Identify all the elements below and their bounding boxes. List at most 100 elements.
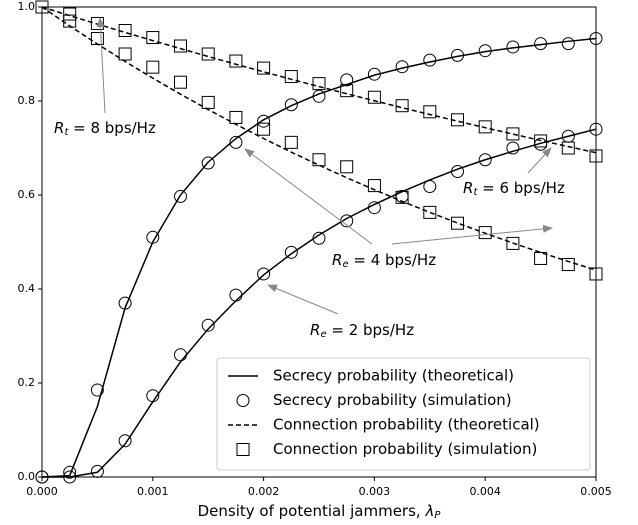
sim-point bbox=[146, 31, 160, 45]
annotation-text: = 2 bps/Hz bbox=[327, 321, 415, 339]
sim-point bbox=[340, 160, 354, 174]
sim-point bbox=[90, 31, 104, 45]
sim-point bbox=[340, 73, 354, 87]
x-tick-label: 0.000 bbox=[26, 485, 58, 498]
sim-point bbox=[506, 236, 520, 250]
sim-point bbox=[478, 44, 492, 58]
x-tick-label: 0.003 bbox=[359, 485, 391, 498]
legend-label: Secrecy probability (theoretical) bbox=[273, 367, 514, 385]
sim-point bbox=[395, 99, 409, 113]
sim-point bbox=[478, 226, 492, 240]
sim-point bbox=[312, 89, 326, 103]
sim-point bbox=[63, 465, 77, 479]
sim-point bbox=[284, 70, 298, 84]
sim-point bbox=[312, 77, 326, 91]
curve bbox=[42, 128, 597, 478]
x-axis-label-subscript: P bbox=[434, 510, 441, 521]
annotation-text: = 6 bps/Hz bbox=[477, 179, 565, 197]
annotation-subscript: e bbox=[342, 259, 348, 270]
annotation-arrow bbox=[527, 147, 552, 174]
legend-swatch bbox=[236, 394, 250, 407]
x-tick-label: 0.001 bbox=[137, 485, 169, 498]
sim-point bbox=[284, 245, 298, 259]
plot-area bbox=[35, 0, 603, 484]
sim-point bbox=[451, 48, 464, 62]
sim-point bbox=[534, 251, 548, 265]
y-tick-label: 0.4 bbox=[18, 282, 36, 295]
sim-point bbox=[561, 141, 575, 155]
sim-point bbox=[534, 134, 548, 148]
annotation-subscript: e bbox=[320, 329, 326, 340]
sim-point bbox=[367, 90, 381, 104]
sim-point bbox=[395, 60, 409, 74]
sim-point bbox=[423, 105, 437, 119]
sim-point bbox=[284, 135, 298, 149]
sim-point bbox=[561, 37, 575, 51]
sim-point bbox=[229, 54, 243, 68]
sim-point bbox=[201, 47, 215, 61]
sim-point bbox=[395, 190, 409, 204]
sim-point bbox=[423, 180, 437, 194]
sim-point bbox=[174, 348, 187, 362]
sim-point bbox=[257, 61, 271, 75]
curve bbox=[41, 37, 597, 478]
sim-point bbox=[174, 189, 187, 203]
y-tick-label: 0.6 bbox=[18, 188, 36, 201]
sim-point bbox=[201, 95, 215, 109]
sim-point bbox=[229, 135, 243, 149]
sim-point bbox=[257, 114, 271, 128]
sim-point bbox=[340, 84, 354, 98]
annotation-symbol: R bbox=[463, 179, 473, 197]
sim-point bbox=[257, 122, 271, 136]
x-tick-label: 0.004 bbox=[469, 485, 501, 498]
sim-point bbox=[146, 389, 160, 403]
sim-point bbox=[229, 110, 243, 124]
sim-point bbox=[201, 156, 215, 170]
annotation: Rt = 6 bps/Hz bbox=[463, 179, 565, 199]
sim-point bbox=[257, 267, 271, 281]
y-tick-label: 1.0 bbox=[18, 0, 36, 13]
legend-label: Connection probability (theoretical) bbox=[273, 416, 540, 434]
sim-point bbox=[423, 205, 437, 219]
sim-point bbox=[284, 98, 298, 112]
annotation-text: = 8 bps/Hz bbox=[68, 119, 156, 137]
x-tick-label: 0.002 bbox=[248, 485, 280, 498]
sim-point bbox=[146, 230, 160, 244]
annotation: Re = 2 bps/Hz bbox=[310, 321, 414, 341]
axes-frame bbox=[41, 6, 597, 478]
sim-point bbox=[90, 383, 104, 397]
sim-point bbox=[174, 75, 187, 89]
sim-point bbox=[312, 231, 326, 245]
sim-point bbox=[63, 7, 77, 21]
legend-label: Secrecy probability (simulation) bbox=[273, 391, 512, 409]
sim-point bbox=[561, 258, 575, 272]
annotation-symbol: R bbox=[54, 119, 64, 137]
sim-point bbox=[534, 37, 548, 51]
sim-point bbox=[118, 47, 132, 61]
legend-swatch bbox=[236, 443, 250, 456]
sim-point bbox=[118, 24, 132, 37]
sim-point bbox=[146, 60, 160, 74]
x-axis-label: Density of potential jammers, λP bbox=[198, 502, 442, 522]
annotation-subscript: t bbox=[473, 187, 478, 198]
annotation: Rt = 8 bps/Hz bbox=[54, 119, 156, 139]
sim-point bbox=[174, 39, 187, 53]
annotation-arrow bbox=[244, 148, 373, 245]
sim-point bbox=[367, 201, 381, 215]
y-tick-label: 0.8 bbox=[18, 94, 36, 107]
sim-point bbox=[478, 120, 492, 134]
legend-box bbox=[216, 357, 591, 471]
sim-point bbox=[367, 179, 381, 193]
annotation-text: = 4 bps/Hz bbox=[349, 251, 437, 269]
sim-point bbox=[478, 153, 492, 167]
x-tick-label: 0.005 bbox=[580, 485, 612, 498]
annotation-subscript: t bbox=[64, 127, 69, 138]
y-tick-label: 0.0 bbox=[18, 470, 36, 483]
sim-point bbox=[201, 318, 215, 332]
sim-point bbox=[506, 40, 520, 54]
annotation-symbol: R bbox=[310, 321, 320, 339]
curve bbox=[41, 6, 597, 154]
sim-point bbox=[423, 53, 437, 67]
